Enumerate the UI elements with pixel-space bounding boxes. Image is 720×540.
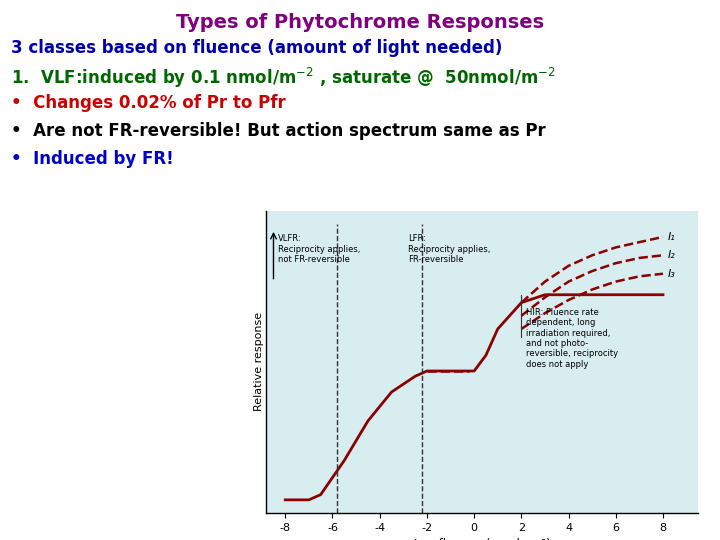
- X-axis label: Log fluence (μmol m⁻²): Log fluence (μmol m⁻²): [414, 538, 551, 540]
- Text: HIR: Fluence rate
dependent, long
irradiation required,
and not photo-
reversibl: HIR: Fluence rate dependent, long irradi…: [526, 308, 618, 369]
- Text: I₁: I₁: [667, 232, 675, 242]
- Text: VLFR:
Reciprocity applies,
not FR-reversible: VLFR: Reciprocity applies, not FR-revers…: [278, 234, 361, 264]
- Text: •  Induced by FR!: • Induced by FR!: [11, 150, 174, 168]
- Text: •  Are not FR-reversible! But action spectrum same as Pr: • Are not FR-reversible! But action spec…: [11, 122, 546, 140]
- Text: Types of Phytochrome Responses: Types of Phytochrome Responses: [176, 14, 544, 32]
- Text: LFR:
Reciprocity applies,
FR-reversible: LFR: Reciprocity applies, FR-reversible: [408, 234, 490, 264]
- Text: I₂: I₂: [667, 251, 675, 260]
- Text: 1.  VLF:induced by 0.1 nmol/m$^{-2}$ , saturate @  50nmol/m$^{-2}$: 1. VLF:induced by 0.1 nmol/m$^{-2}$ , sa…: [11, 66, 556, 90]
- Text: I₃: I₃: [667, 269, 675, 279]
- Text: •  Changes 0.02% of Pr to Pfr: • Changes 0.02% of Pr to Pfr: [11, 94, 286, 112]
- Text: 3 classes based on fluence (amount of light needed): 3 classes based on fluence (amount of li…: [11, 39, 502, 57]
- Y-axis label: Relative response: Relative response: [253, 312, 264, 411]
